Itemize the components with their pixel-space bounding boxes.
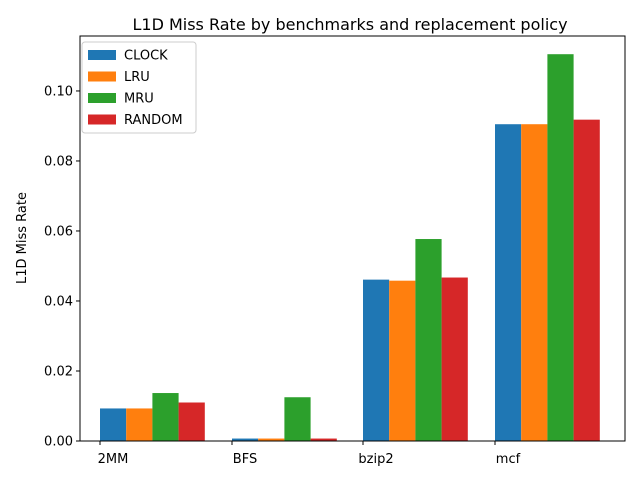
chart-title: L1D Miss Rate by benchmarks and replacem…: [132, 15, 567, 34]
x-tick-label: bzip2: [358, 452, 393, 467]
y-tick-label: 0.06: [44, 224, 73, 239]
y-axis-title: L1D Miss Rate: [15, 192, 30, 284]
legend-swatch-lru: [88, 71, 116, 82]
bar-random-mcf: [573, 119, 600, 441]
bar-lru-bzip2: [389, 280, 416, 441]
bar-lru-2mm: [126, 408, 153, 441]
y-axis-ticks: 0.00 0.02 0.04 0.06 0.08 0.10: [44, 84, 80, 450]
bar-mru-2mm: [152, 393, 179, 441]
legend-swatch-random: [88, 114, 116, 125]
bar-clock-bfs: [232, 438, 259, 441]
y-tick-label: 0.00: [44, 435, 73, 450]
x-tick-label: 2MM: [98, 452, 129, 467]
bar-random-bfs: [310, 438, 337, 441]
legend-label-random: RANDOM: [124, 113, 183, 128]
bar-mru-bfs: [284, 397, 311, 441]
bar-random-2mm: [178, 402, 205, 441]
bar-clock-2mm: [100, 408, 127, 441]
x-tick-label: mcf: [496, 452, 521, 467]
y-tick-label: 0.04: [44, 294, 73, 309]
bars-group: [100, 54, 600, 442]
y-tick-label: 0.10: [44, 84, 73, 99]
x-axis-ticks: 2MM BFS bzip2 mcf: [98, 441, 521, 467]
y-tick-label: 0.08: [44, 154, 73, 169]
legend-swatch-clock: [88, 50, 116, 60]
legend-label-clock: CLOCK: [124, 49, 168, 64]
bar-lru-bfs: [258, 438, 285, 441]
legend-box: [81, 41, 197, 134]
bar-lru-mcf: [521, 124, 548, 442]
x-tick-label: BFS: [233, 452, 257, 467]
legend-label-mru: MRU: [124, 92, 154, 107]
plot-area-frame: [79, 35, 626, 442]
bar-clock-mcf: [495, 124, 522, 442]
legend: CLOCK LRU MRU RANDOM: [81, 41, 197, 134]
legend-swatch-mru: [88, 93, 116, 103]
bar-mru-mcf: [547, 54, 574, 441]
y-tick-label: 0.02: [44, 364, 73, 379]
bar-mru-bzip2: [415, 239, 442, 441]
bar-clock-bzip2: [363, 279, 390, 441]
bar-random-bzip2: [441, 277, 468, 441]
legend-label-lru: LRU: [124, 70, 150, 85]
